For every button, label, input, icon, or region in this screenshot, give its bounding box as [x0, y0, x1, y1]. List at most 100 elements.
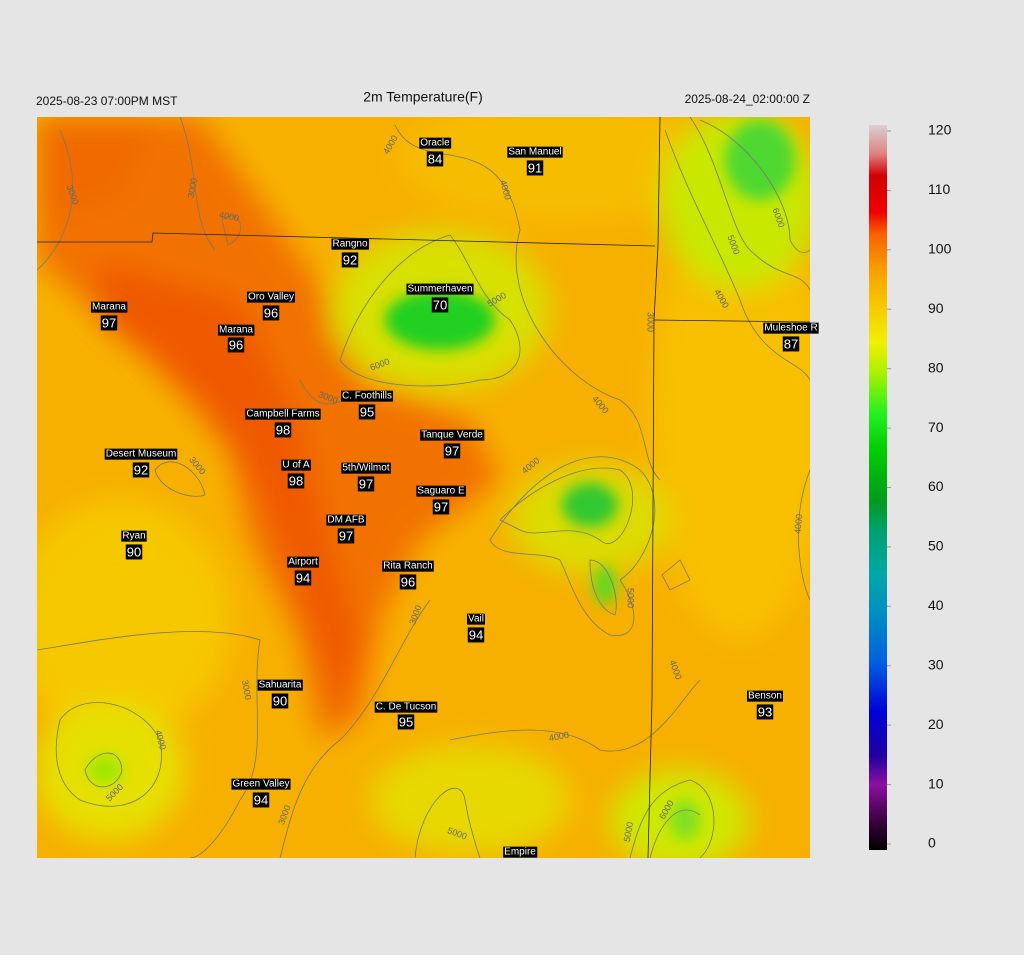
- station-name-box: [121, 530, 147, 542]
- contour-label: 4000: [218, 210, 239, 223]
- station-value: 97: [359, 476, 373, 491]
- station-value: 70: [433, 297, 447, 312]
- station-value: 97: [339, 528, 353, 543]
- station-value: 97: [102, 315, 116, 330]
- station-value: 84: [428, 151, 442, 166]
- station-name-box: [218, 324, 255, 336]
- station-value-box: [337, 528, 355, 544]
- contour-label: 4000: [793, 514, 805, 535]
- valid-time-local: 2025-08-23 07:00PM MST: [36, 94, 178, 108]
- colorbar-tick-label: 80: [928, 359, 944, 375]
- station-name: Rita Ranch: [383, 561, 432, 572]
- station-name: Green Valley: [232, 779, 289, 790]
- station-name-box: [281, 459, 311, 471]
- station-value-box: [100, 315, 118, 331]
- station-name: Tanque Verde: [421, 430, 483, 441]
- station-value: 90: [127, 544, 141, 559]
- station-value-box: [227, 337, 245, 353]
- station-value-box: [274, 422, 292, 438]
- station-name: Marana: [219, 325, 253, 336]
- station-value-box: [341, 252, 359, 268]
- station-value-box: [262, 305, 280, 321]
- station-name: Muleshoe R: [764, 323, 817, 334]
- station-value-box: [432, 499, 450, 515]
- station-name-box: [231, 778, 291, 790]
- temperature-field: 3000 300040004000400050006000300030004000…: [37, 117, 810, 858]
- colorbar-tick-label: 50: [928, 538, 944, 554]
- station-name-box: [340, 390, 394, 402]
- station-value: 96: [401, 574, 415, 589]
- contour-lines: [37, 117, 810, 858]
- station-value-box: [252, 792, 270, 808]
- colorbar-tick-label: 120: [928, 122, 952, 138]
- station-name-box: [104, 448, 178, 460]
- station-name: C. De Tucson: [376, 702, 437, 713]
- station-value-box: [467, 627, 485, 643]
- contour-label: 5000: [622, 821, 635, 842]
- station-name: Saguaro E: [417, 486, 465, 497]
- contour-label: 3000: [186, 177, 199, 198]
- station-value-box: [287, 473, 305, 489]
- station-name-box: [467, 613, 485, 625]
- station-name-box: [503, 846, 538, 858]
- contour-label: 5000: [626, 588, 636, 608]
- station-name-box: [326, 514, 366, 526]
- contour-label: 3000: [240, 679, 253, 700]
- station-name-box: [91, 301, 128, 313]
- station-name-box: [416, 485, 466, 497]
- station-value-box: [271, 693, 289, 709]
- station-value-box: [399, 574, 417, 590]
- station-value-box: [357, 476, 375, 492]
- station-name: Desert Museum: [106, 449, 177, 460]
- colorbar-tick-label: 90: [928, 300, 944, 316]
- colorbar-tick-label: 60: [928, 478, 944, 494]
- station-value-box: [397, 714, 415, 730]
- station-name: 5th/Wilmot: [342, 463, 389, 474]
- station-value: 95: [399, 714, 413, 729]
- station-name-box: [287, 556, 319, 568]
- colorbar-tick-label: 110: [928, 181, 951, 197]
- station-value: 97: [434, 499, 448, 514]
- station-value: 91: [528, 160, 542, 175]
- station-value-box: [443, 443, 461, 459]
- station-name: Campbell Farms: [246, 409, 319, 420]
- station-name: Marana: [92, 302, 126, 313]
- station-value-box: [431, 297, 449, 313]
- valid-time-utc: 2025-08-24_02:00:00 Z: [685, 92, 810, 106]
- station-name-box: [331, 238, 369, 250]
- stations: Oracle 84 San Manuel 91 Rangno 92 Summerhaven 7…: [91, 137, 819, 858]
- station-value-box: [125, 544, 143, 560]
- colorbar: [869, 125, 887, 850]
- station-value: 93: [758, 704, 772, 719]
- station-value: 98: [289, 473, 303, 488]
- station-name-box: [763, 322, 819, 334]
- station-name: DM AFB: [327, 515, 365, 526]
- station-name: C. Foothills: [342, 391, 392, 402]
- contour-label: 4000: [548, 730, 569, 743]
- colorbar-tick-label: 0: [928, 835, 936, 851]
- station-name: Rangno: [332, 239, 367, 250]
- station-value: 96: [229, 337, 243, 352]
- station-name-box: [507, 146, 563, 158]
- colorbar-tick-label: 30: [928, 656, 944, 672]
- station-value: 94: [296, 570, 310, 585]
- station-name: U of A: [282, 460, 310, 471]
- station-name: Oracle: [420, 138, 450, 149]
- station-name: Airport: [288, 557, 318, 568]
- station-name: Ryan: [122, 531, 145, 542]
- station-value: 96: [264, 305, 278, 320]
- station-value: 95: [360, 404, 374, 419]
- station-name-box: [382, 560, 434, 572]
- colorbar-tick-label: 10: [928, 775, 944, 791]
- station-value-box: [782, 336, 800, 352]
- station-name-box: [374, 701, 438, 713]
- station-value-box: [756, 704, 774, 720]
- station-name-box: [341, 462, 391, 474]
- county-boundaries: [37, 117, 810, 858]
- station-name: Sahuarita: [259, 680, 302, 691]
- station-name: Empire: [504, 847, 536, 858]
- station-value: 94: [254, 792, 268, 807]
- station-name-box: [247, 291, 295, 303]
- colorbar-tick-label: 40: [928, 597, 944, 613]
- station-value-box: [526, 160, 544, 176]
